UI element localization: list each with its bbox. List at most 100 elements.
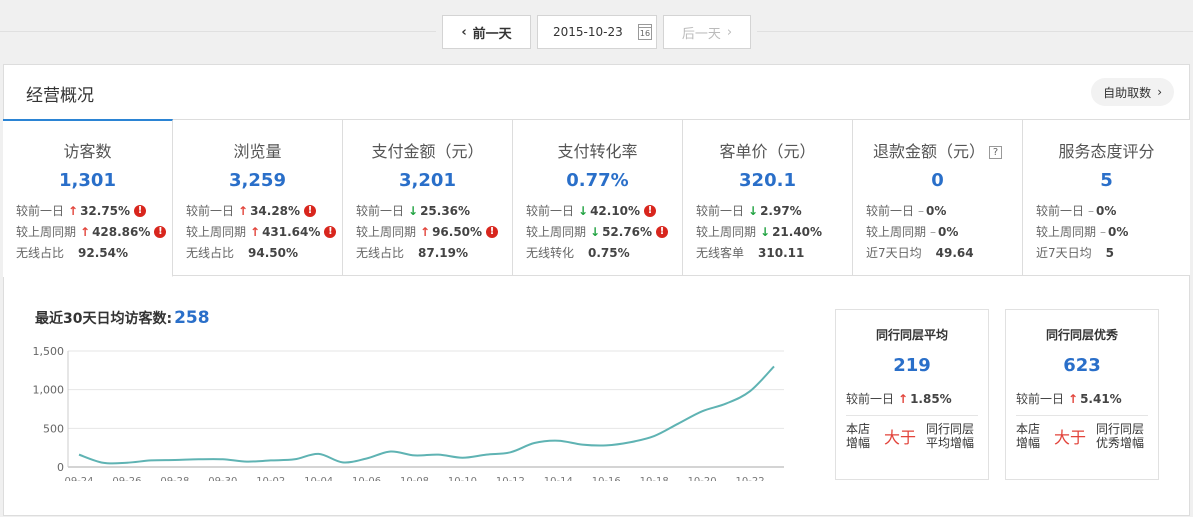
data-point[interactable]	[76, 452, 82, 458]
metric-row: 较前一日 ↓ 25.36%	[356, 203, 512, 219]
metric-row: 较上周同期 ↑ 431.64%!	[186, 224, 342, 239]
metric-row-value: 0%	[1108, 224, 1129, 239]
peer-divider	[1016, 415, 1148, 416]
data-point[interactable]	[340, 459, 346, 465]
data-point[interactable]	[603, 442, 609, 448]
metric-row-value: 32.75%	[80, 203, 131, 218]
data-point[interactable]	[675, 421, 681, 427]
metric-row-label: 较前一日	[526, 204, 575, 218]
data-point[interactable]	[364, 455, 370, 461]
data-point[interactable]	[292, 456, 298, 462]
peer-change: 较前一日 ↑ 5.41%	[1016, 390, 1158, 407]
metric-row-label: 较前一日	[356, 204, 405, 218]
data-point[interactable]	[579, 442, 585, 448]
metric-row: 无线转化 0.75%	[526, 245, 682, 261]
metric-card[interactable]: 支付金额（元） 3,201 较前一日 ↓ 25.36% 较上周同期 ↑ 96.50%! 无线占比…	[343, 120, 513, 275]
data-point[interactable]	[699, 408, 705, 414]
x-tick-label: 10-22	[736, 476, 765, 481]
chart-title-prefix: 最近30天日均访客数:	[35, 311, 173, 327]
metric-card[interactable]: 退款金额（元）? 0 较前一日 –0% 较上周同期 –0% 近7天日均 49.64	[853, 120, 1023, 275]
y-tick-label: 1,500	[33, 345, 65, 358]
data-point[interactable]	[388, 449, 394, 455]
metric-label: 浏览量	[233, 142, 282, 161]
metric-row: 较上周同期 ↑ 96.50%!	[356, 224, 512, 239]
x-tick-label: 10-12	[496, 476, 525, 481]
data-point[interactable]	[148, 457, 154, 463]
data-point[interactable]	[268, 457, 274, 463]
metric-card[interactable]: 服务态度评分 5 较前一日 –0% 较上周同期 –0% 近7天日均 5	[1023, 120, 1190, 275]
metric-card[interactable]: 访客数 1,301 较前一日 ↑ 32.75%! 较上周同期 ↑ 428.86%! 无线占比 92…	[3, 119, 173, 277]
calendar-day: 16	[639, 29, 651, 38]
data-point[interactable]	[100, 460, 106, 466]
data-point[interactable]	[412, 452, 418, 458]
visitor-series-line	[78, 365, 775, 465]
warning-icon[interactable]: !	[644, 204, 657, 217]
metric-row-value: 92.54%	[78, 245, 128, 260]
x-tick-label: 10-06	[352, 476, 381, 481]
metric-row: 无线占比 94.50%	[186, 245, 342, 261]
data-point[interactable]	[555, 438, 561, 444]
metric-row-value: 310.11	[758, 245, 805, 260]
arrow-up-icon: ↑	[250, 224, 261, 239]
data-point[interactable]	[220, 456, 226, 462]
metric-row: 无线客单 310.11	[696, 245, 852, 261]
warning-icon[interactable]: !	[656, 225, 669, 238]
prev-day-button[interactable]: ‹ 前一天	[442, 15, 531, 49]
data-point[interactable]	[244, 459, 250, 465]
warning-icon[interactable]: !	[154, 225, 167, 238]
peer-compare: 本店增幅 大于 同行同层优秀增幅	[1006, 422, 1158, 450]
self-service-button[interactable]: 自助取数 ›	[1091, 78, 1174, 106]
metric-row-label: 较前一日	[186, 204, 235, 218]
metric-value: 320.1	[739, 170, 796, 191]
help-icon[interactable]: ?	[989, 146, 1002, 159]
data-point[interactable]	[172, 457, 178, 463]
metric-row-label: 无线占比	[186, 246, 235, 260]
metric-card[interactable]: 支付转化率 0.77% 较前一日 ↓ 42.10%! 较上周同期 ↓ 52.76%! 无线转化 0…	[513, 120, 683, 275]
data-point[interactable]	[507, 449, 513, 455]
compare-mid: 大于	[884, 428, 917, 447]
metric-row-value: 42.10%	[590, 203, 641, 218]
x-tick-label: 09-28	[160, 476, 189, 481]
data-point[interactable]	[531, 440, 537, 446]
metrics-row: 访客数 1,301 较前一日 ↑ 32.75%! 较上周同期 ↑ 428.86%! 无线占比 92…	[3, 119, 1190, 277]
date-picker[interactable]: 2015-10-23 16	[537, 15, 657, 49]
data-point[interactable]	[651, 433, 657, 439]
metric-row-label: 无线占比	[16, 246, 65, 260]
calendar-icon[interactable]: 16	[638, 24, 652, 40]
data-point[interactable]	[124, 460, 130, 466]
peer-card-value: 219	[893, 355, 931, 376]
data-point[interactable]	[316, 451, 322, 457]
divider-right	[757, 31, 1193, 32]
data-point[interactable]	[771, 363, 777, 369]
metric-row: 较前一日 ↑ 34.28%!	[186, 203, 342, 218]
data-point[interactable]	[435, 452, 441, 458]
metric-card[interactable]: 浏览量 3,259 较前一日 ↑ 34.28%! 较上周同期 ↑ 431.64%! 无线占比 94…	[173, 120, 343, 275]
warning-icon[interactable]: !	[486, 225, 499, 238]
x-tick-label: 10-10	[448, 476, 477, 481]
metric-row: 较前一日 ↑ 32.75%!	[16, 203, 172, 218]
metric-row-label: 较上周同期	[356, 225, 417, 239]
warning-icon[interactable]: !	[304, 204, 317, 217]
metric-row-label: 较上周同期	[696, 225, 757, 239]
next-day-button[interactable]: 后一天 ›	[663, 15, 751, 49]
flat-icon: –	[918, 203, 925, 218]
data-point[interactable]	[459, 455, 465, 461]
warning-icon[interactable]: !	[134, 204, 147, 217]
peer-change-value: 5.41%	[1080, 391, 1122, 406]
metric-value: 3,259	[229, 170, 286, 191]
arrow-up-icon: ↑	[68, 203, 79, 218]
data-point[interactable]	[627, 439, 633, 445]
metric-row-value: 49.64	[935, 245, 974, 260]
data-point[interactable]	[747, 388, 753, 394]
metric-card[interactable]: 客单价（元） 320.1 较前一日 ↓ 2.97% 较上周同期 ↓ 21.40% 无线客单 310…	[683, 120, 853, 275]
metric-row: 近7天日均 49.64	[866, 245, 1022, 261]
x-tick-label: 10-02	[256, 476, 285, 481]
data-point[interactable]	[196, 456, 202, 462]
data-point[interactable]	[723, 401, 729, 407]
peer-change-label: 较前一日	[846, 392, 895, 406]
metric-label: 服务态度评分	[1058, 142, 1155, 161]
data-point[interactable]	[483, 452, 489, 458]
metric-row: 较上周同期 –0%	[1036, 224, 1190, 240]
warning-icon[interactable]: !	[324, 225, 337, 238]
x-tick-label: 10-20	[688, 476, 717, 481]
